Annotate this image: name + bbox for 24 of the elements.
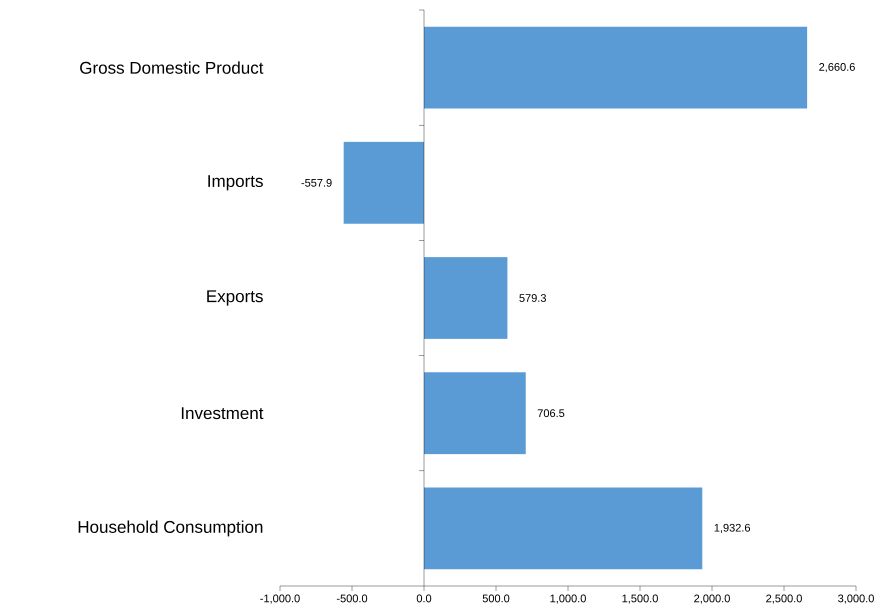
y-tick-label: Investment (182, 407, 264, 420)
data-label: 1,932.6 (714, 524, 750, 533)
x-tick-label: 500.0 (482, 594, 510, 602)
x-tick-label: 2,000.0 (694, 594, 730, 604)
bar (424, 488, 702, 570)
y-tick-label: Household Consumption (78, 520, 262, 536)
bar (424, 257, 508, 339)
y-tick-label: Gross Domestic Product (80, 61, 264, 74)
data-label: -557.9 (301, 178, 332, 187)
data-label: 706.5 (538, 409, 564, 418)
bar (344, 142, 424, 224)
bar (424, 372, 526, 454)
bar (424, 26, 808, 108)
x-tick-label: -1,000.0 (260, 594, 300, 604)
x-tick-label: -500.0 (336, 594, 368, 602)
x-tick-label: 0.0 (416, 594, 432, 602)
x-tick-label: 3,000.0 (838, 594, 874, 604)
data-label: 579.3 (519, 294, 546, 302)
y-tick-label: Exports (207, 290, 263, 306)
x-tick-label: 1,000.0 (550, 594, 586, 604)
x-tick-label: 2,500.0 (766, 594, 802, 604)
data-label: 2,660.6 (819, 63, 855, 72)
y-tick-label: Imports (208, 175, 263, 190)
x-tick-label: 1,500.0 (622, 594, 658, 604)
